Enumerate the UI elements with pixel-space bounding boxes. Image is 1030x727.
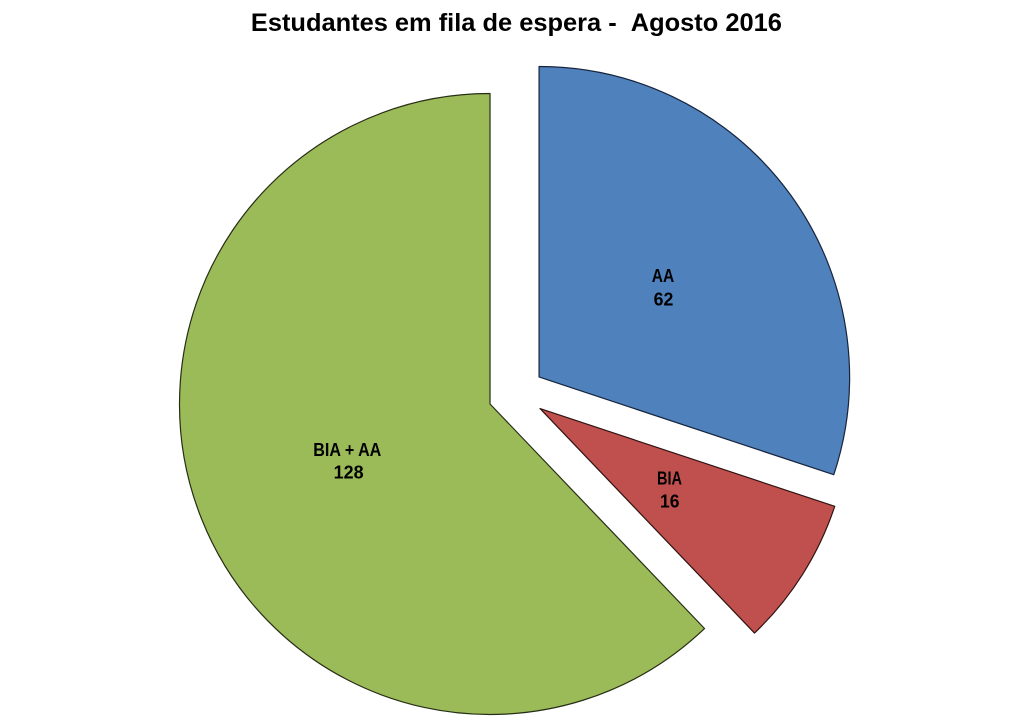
svg-text:AA: AA [652, 265, 674, 286]
svg-text:BIA: BIA [657, 468, 682, 489]
svg-text:BIA + AA: BIA + AA [313, 439, 381, 460]
svg-text:128: 128 [334, 461, 364, 482]
svg-text:Estudantes em fila de espera -: Estudantes em fila de espera - Agosto 20… [251, 9, 782, 37]
svg-text:62: 62 [654, 289, 674, 310]
svg-text:16: 16 [660, 490, 679, 511]
